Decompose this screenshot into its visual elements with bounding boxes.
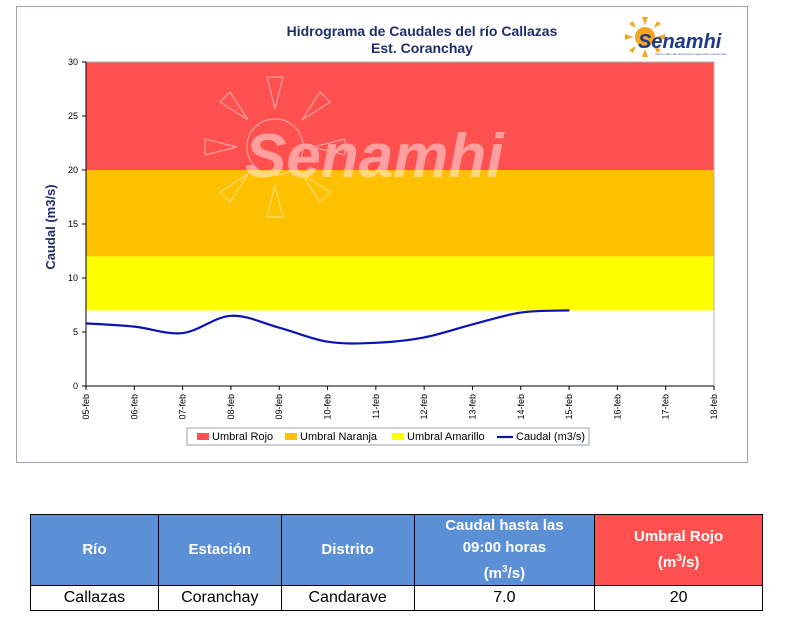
axes: 0 5 10 15 20 25 30 05-feb 06-feb 07-feb 08-feb 09-f… <box>68 57 719 420</box>
header-umbral-unit-pre: (m <box>657 554 677 571</box>
cell-estacion: Coranchay <box>157 585 282 611</box>
hydrograph-chart: Senamhi 0 5 10 15 20 25 30 05-feb 06-feb 07-feb 08… <box>43 17 727 446</box>
caudal-data-point <box>423 336 425 338</box>
x-tick-label: 05-feb <box>81 394 91 420</box>
header-rio: Río <box>30 514 159 586</box>
legend-swatch-rojo <box>197 433 209 440</box>
y-tick-label: 5 <box>73 327 78 337</box>
x-tick-label: 06-feb <box>129 394 139 420</box>
caudal-data-point <box>278 327 280 329</box>
y-tick-label: 10 <box>68 273 78 283</box>
x-tick-label: 09-feb <box>274 394 284 420</box>
x-tick-label: 08-feb <box>226 394 236 420</box>
x-tick-label: 14-feb <box>516 394 526 420</box>
senamhi-watermark: Senamhi <box>204 76 505 218</box>
chart-legend: Umbral Rojo Umbral Naranja Umbral Amaril… <box>186 427 590 446</box>
header-umbral-line1: Umbral Rojo <box>634 528 724 545</box>
chart-panel: Senamhi 0 5 10 15 20 25 30 05-feb 06-feb 07-feb 08… <box>16 6 748 463</box>
legend-label-rojo: Umbral Rojo <box>212 431 273 443</box>
caudal-data-point <box>520 311 522 314</box>
cell-umbral: 20 <box>594 585 763 611</box>
x-tick-label: 13-feb <box>467 394 477 420</box>
y-tick-label: 20 <box>68 165 78 175</box>
x-tick-label: 07-feb <box>178 394 188 420</box>
y-axis-label: Caudal (m3/s) <box>43 184 58 269</box>
table-row: Callazas Coranchay Candarave 7.0 20 <box>30 585 763 611</box>
x-tick-label: 10-feb <box>323 394 333 420</box>
table-header-row: Río Estación Distrito Caudal hasta las 0… <box>30 514 763 586</box>
logo-tagline: SERVICIO NACIONAL DE METEOROLOGÍA E HIDR… <box>655 53 727 56</box>
header-caudal-unit-sup: 3 <box>502 564 508 575</box>
legend-label-amarillo: Umbral Amarillo <box>407 431 485 443</box>
caudal-data-point <box>133 326 135 328</box>
chart-subtitle: Est. Coranchay <box>371 40 473 56</box>
x-tick-label: 12-feb <box>419 394 429 420</box>
header-caudal-line1: Caudal hasta las <box>445 517 564 534</box>
header-umbral-unit-sup: 3 <box>676 553 682 564</box>
cell-distrito: Candarave <box>280 585 415 611</box>
caudal-data-point <box>326 341 329 343</box>
x-tick-label: 11-feb <box>371 394 381 419</box>
chart-title: Hidrograma de Caudales del río Callazas <box>287 23 558 39</box>
header-distrito: Distrito <box>280 514 415 586</box>
station-info-table: Río Estación Distrito Caudal hasta las 0… <box>30 514 763 611</box>
band-umbral-rojo <box>86 62 714 170</box>
legend-swatch-amarillo <box>392 433 404 440</box>
header-caudal: Caudal hasta las 09:00 horas (m3/s) <box>413 514 596 586</box>
band-umbral-naranja <box>86 170 714 257</box>
band-umbral-amarillo <box>86 256 714 311</box>
logo-text: Senamhi <box>638 31 722 53</box>
caudal-data-point <box>85 322 87 324</box>
legend-label-naranja: Umbral Naranja <box>300 431 378 443</box>
y-tick-label: 25 <box>68 111 78 121</box>
caudal-data-point <box>230 315 232 317</box>
caudal-data-point <box>375 342 377 344</box>
header-caudal-line2: 09:00 horas <box>462 539 547 556</box>
cell-caudal: 7.0 <box>413 585 596 611</box>
caudal-data-point <box>471 323 474 326</box>
x-tick-label: 17-feb <box>661 394 671 420</box>
threshold-bands <box>85 61 715 387</box>
watermark-text: Senamhi <box>245 122 505 191</box>
x-tick-label: 18-feb <box>709 394 719 420</box>
caudal-data-point <box>182 332 184 334</box>
x-tick-label: 16-feb <box>612 394 622 420</box>
series-layer <box>85 309 570 345</box>
cell-rio: Callazas <box>30 585 159 611</box>
header-umbral-rojo: Umbral Rojo (m3/s) <box>594 514 763 586</box>
x-tick-label: 15-feb <box>564 394 574 420</box>
header-estacion: Estación <box>157 514 282 586</box>
legend-swatch-naranja <box>285 433 297 440</box>
header-caudal-unit-pre: (m <box>483 565 503 582</box>
y-tick-label: 30 <box>68 57 78 67</box>
y-tick-label: 0 <box>73 381 78 391</box>
legend-label-caudal: Caudal (m3/s) <box>516 431 585 443</box>
header-caudal-unit-post: /s) <box>507 565 526 582</box>
y-tick-label: 15 <box>68 219 78 229</box>
senamhi-logo: Senamhi SERVICIO NACIONAL DE METEOROLOGÍ… <box>625 17 727 57</box>
caudal-data-point <box>568 309 570 311</box>
header-umbral-unit-post: /s) <box>681 554 700 571</box>
sun-icon <box>625 17 665 57</box>
